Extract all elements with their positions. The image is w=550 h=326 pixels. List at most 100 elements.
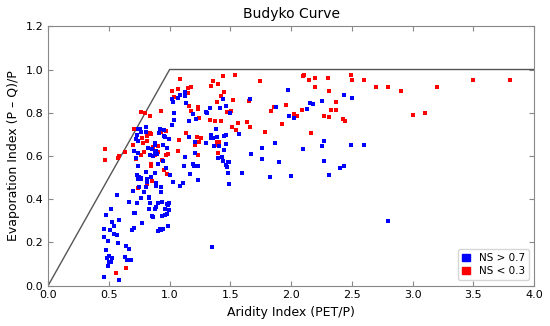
NS < 0.3: [218, 73, 227, 79]
NS > 0.7: [224, 159, 233, 164]
NS > 0.7: [103, 256, 112, 261]
NS > 0.7: [168, 123, 177, 128]
NS > 0.7: [181, 100, 190, 106]
NS < 0.3: [163, 152, 172, 157]
NS > 0.7: [147, 147, 156, 152]
NS < 0.3: [270, 105, 279, 110]
NS > 0.7: [163, 202, 172, 207]
NS > 0.7: [151, 148, 160, 153]
NS > 0.7: [219, 147, 228, 152]
NS > 0.7: [210, 143, 219, 149]
NS < 0.3: [339, 117, 348, 122]
NS < 0.3: [227, 108, 236, 113]
NS < 0.3: [324, 88, 333, 93]
NS > 0.7: [123, 257, 131, 262]
NS > 0.7: [175, 92, 184, 97]
NS > 0.7: [169, 118, 178, 123]
NS > 0.7: [109, 223, 118, 229]
NS > 0.7: [158, 227, 167, 232]
NS > 0.7: [208, 135, 217, 140]
NS > 0.7: [158, 200, 167, 205]
NS > 0.7: [257, 145, 266, 151]
NS < 0.3: [194, 104, 203, 109]
NS < 0.3: [194, 153, 202, 158]
NS > 0.7: [214, 143, 223, 148]
NS < 0.3: [360, 78, 368, 83]
NS < 0.3: [323, 76, 332, 81]
NS > 0.7: [122, 244, 130, 249]
NS > 0.7: [237, 170, 246, 176]
NS > 0.7: [317, 143, 326, 148]
NS > 0.7: [102, 247, 111, 253]
NS > 0.7: [145, 195, 153, 200]
NS > 0.7: [164, 202, 173, 207]
NS < 0.3: [244, 98, 253, 103]
NS > 0.7: [150, 207, 159, 212]
NS > 0.7: [155, 131, 164, 136]
NS < 0.3: [115, 153, 124, 158]
NS < 0.3: [212, 99, 221, 104]
NS > 0.7: [103, 263, 112, 269]
NS < 0.3: [153, 144, 162, 149]
NS < 0.3: [163, 171, 172, 177]
NS > 0.7: [318, 98, 327, 103]
NS > 0.7: [164, 136, 173, 141]
NS < 0.3: [192, 134, 201, 140]
NS > 0.7: [120, 254, 129, 259]
NS < 0.3: [147, 131, 156, 136]
NS < 0.3: [206, 83, 215, 88]
NS > 0.7: [142, 129, 151, 135]
NS > 0.7: [160, 133, 168, 139]
NS > 0.7: [222, 141, 231, 146]
NS < 0.3: [114, 156, 123, 161]
NS > 0.7: [115, 277, 124, 282]
NS < 0.3: [128, 142, 137, 148]
NS < 0.3: [214, 151, 223, 156]
NS < 0.3: [213, 82, 222, 87]
NS > 0.7: [133, 177, 142, 182]
NS > 0.7: [245, 96, 254, 101]
NS < 0.3: [145, 113, 154, 118]
NS < 0.3: [139, 140, 147, 145]
NS > 0.7: [153, 152, 162, 157]
NS > 0.7: [127, 227, 136, 232]
NS > 0.7: [114, 241, 123, 246]
NS > 0.7: [235, 131, 244, 136]
NS > 0.7: [190, 139, 199, 144]
NS > 0.7: [114, 217, 123, 222]
NS > 0.7: [146, 152, 155, 157]
NS < 0.3: [432, 84, 441, 89]
NS < 0.3: [142, 138, 151, 143]
NS < 0.3: [139, 149, 148, 154]
NS > 0.7: [303, 107, 312, 112]
NS > 0.7: [189, 111, 198, 116]
NS > 0.7: [191, 116, 200, 121]
NS < 0.3: [160, 167, 168, 172]
NS < 0.3: [222, 110, 231, 115]
NS > 0.7: [163, 146, 172, 151]
NS < 0.3: [408, 112, 417, 117]
NS > 0.7: [180, 89, 189, 94]
NS > 0.7: [129, 211, 138, 216]
NS > 0.7: [185, 171, 194, 176]
NS > 0.7: [140, 189, 148, 195]
NS > 0.7: [157, 189, 166, 194]
NS > 0.7: [133, 201, 141, 206]
NS < 0.3: [331, 99, 340, 104]
NS > 0.7: [189, 161, 198, 166]
NS > 0.7: [102, 212, 111, 217]
NS > 0.7: [134, 126, 142, 131]
NS > 0.7: [147, 213, 156, 218]
NS > 0.7: [194, 163, 203, 169]
NS > 0.7: [165, 200, 174, 205]
NS < 0.3: [307, 130, 316, 135]
NS > 0.7: [138, 220, 147, 225]
NS > 0.7: [220, 134, 229, 139]
NS > 0.7: [185, 118, 194, 123]
NS < 0.3: [243, 119, 251, 125]
NS < 0.3: [346, 72, 355, 77]
NS > 0.7: [150, 170, 159, 176]
NS > 0.7: [222, 132, 230, 137]
NS > 0.7: [142, 176, 151, 182]
NS > 0.7: [224, 159, 233, 165]
